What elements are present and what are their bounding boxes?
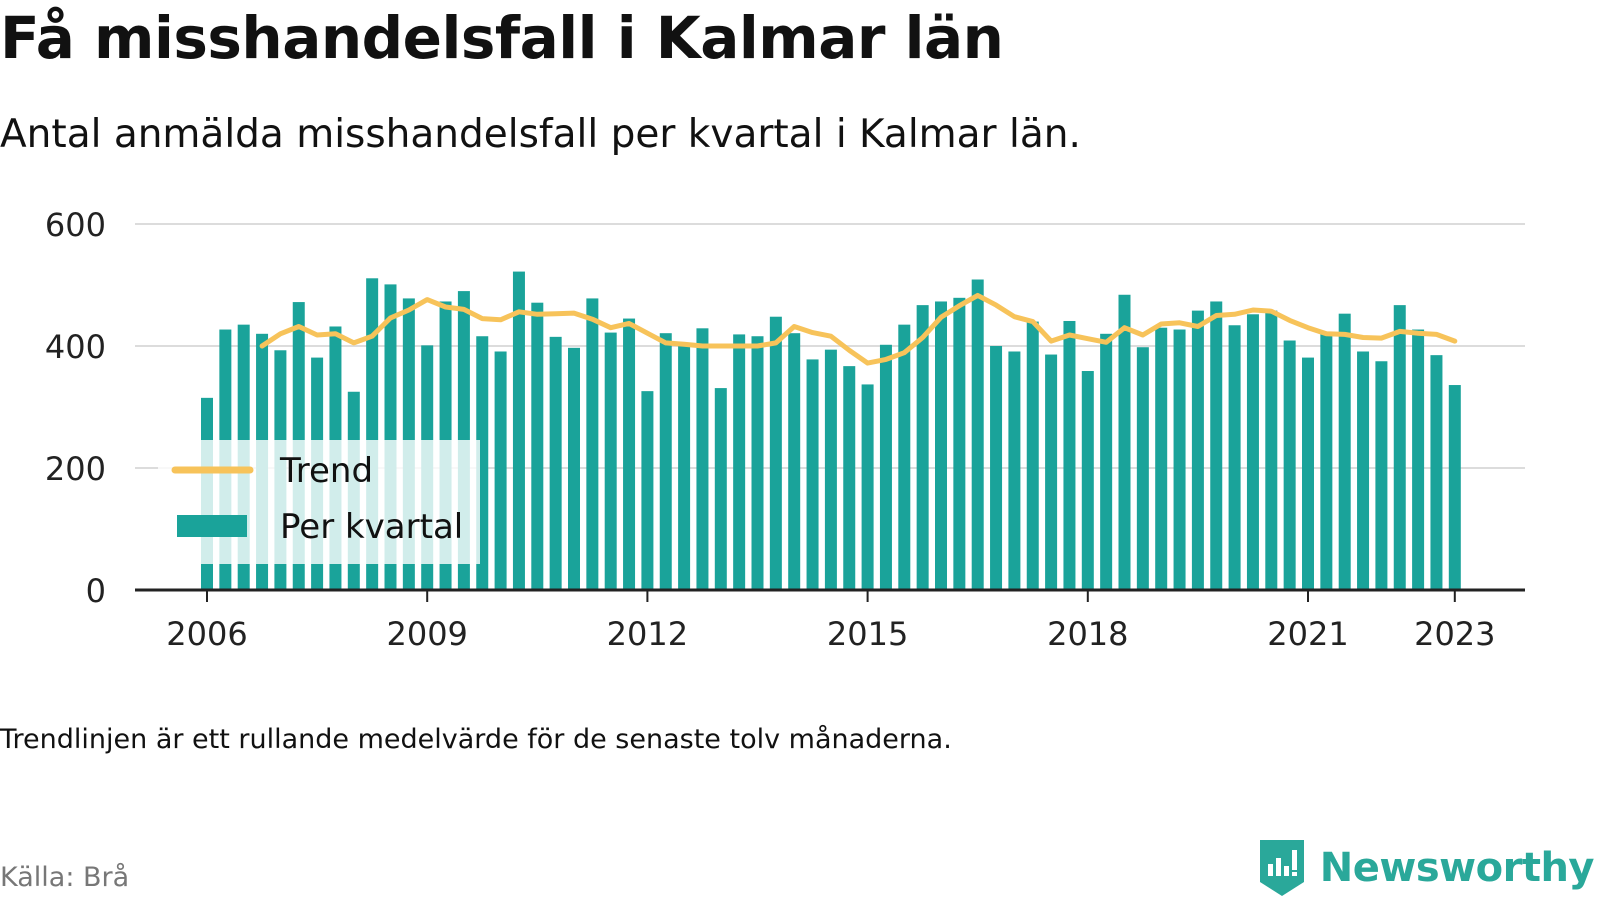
bar [568,347,580,590]
bar [1008,351,1021,590]
bar [1357,351,1370,590]
bar [843,366,856,590]
x-tick-label: 2009 [386,615,467,653]
x-tick-label: 2021 [1267,615,1348,653]
bar [659,333,672,590]
bar [1173,329,1186,590]
bar [1375,361,1388,590]
x-tick-label: 2018 [1047,615,1128,653]
bar [494,351,507,590]
x-tick-label: 2012 [607,615,688,653]
legend-background [158,440,480,564]
bar [751,336,764,590]
bar [1265,310,1278,590]
brand-name: Newsworthy [1319,845,1595,891]
bar [1283,340,1296,590]
y-tick-label: 400 [45,328,106,366]
bar [531,302,544,590]
bar [714,388,727,590]
y-tick-label: 200 [45,450,106,488]
bar [1246,314,1259,590]
bar [1228,325,1241,590]
bar [1155,327,1168,590]
newsworthy-logo: Newsworthy [1256,836,1595,900]
bar [512,271,525,590]
legend-bar-swatch [177,515,247,537]
trend-series [259,292,1458,366]
bar [935,301,947,590]
trend-line [259,292,1458,366]
bar [1302,357,1314,590]
bar [1210,301,1223,590]
bar [898,324,911,590]
bar [1430,355,1443,590]
chart-title: Få misshandelsfall i Kalmar län [0,4,1004,72]
y-tick-label: 600 [45,206,106,244]
legend-trend-label: Trend [279,451,373,491]
bar-chart: 0 200 400 600 2006 2009 2012 2015 2018 2021 2023 T… [45,206,1525,653]
bar [1118,294,1131,590]
axes: 0 200 400 600 2006 2009 2012 2015 2018 2021 2023 [45,206,1525,653]
bar [1393,305,1406,590]
bar [1026,321,1039,590]
legend-bar-label: Per kvartal [280,507,463,547]
legend: Trend Per kvartal [171,451,463,547]
bar [971,279,984,590]
bar [1320,333,1333,590]
bar [1448,385,1461,590]
chart-subtitle: Antal anmälda misshandelsfall per kvarta… [0,112,1081,157]
bar [824,349,837,590]
bar [953,297,966,590]
source-label: Källa: Brå [0,862,130,893]
bar [1338,313,1351,590]
bar [733,334,746,590]
bar [806,359,819,590]
bar [1136,347,1149,590]
bar [604,332,617,590]
bar [1045,354,1058,590]
x-tick-label: 2006 [166,615,247,653]
bar [586,298,599,590]
chart-note: Trendlinjen är ett rullande medelvärde f… [0,724,952,755]
bar [549,336,562,590]
y-tick-label: 0 [86,572,106,610]
bar [1100,333,1113,590]
bar [641,391,654,590]
bar [678,343,691,590]
bar [623,318,636,590]
bar [916,305,929,590]
bar [990,346,1003,590]
bar [1191,310,1204,590]
bar [1412,329,1425,590]
bar [861,384,874,590]
bar [879,344,892,590]
newsworthy-icon [1259,840,1304,896]
bar [1063,320,1076,590]
bar [1081,371,1094,590]
x-tick-label: 2015 [827,615,908,653]
legend-box [158,440,480,564]
x-tick-label: 2023 [1414,615,1495,653]
bar [696,328,709,590]
bar [769,316,782,590]
bar [788,333,801,590]
